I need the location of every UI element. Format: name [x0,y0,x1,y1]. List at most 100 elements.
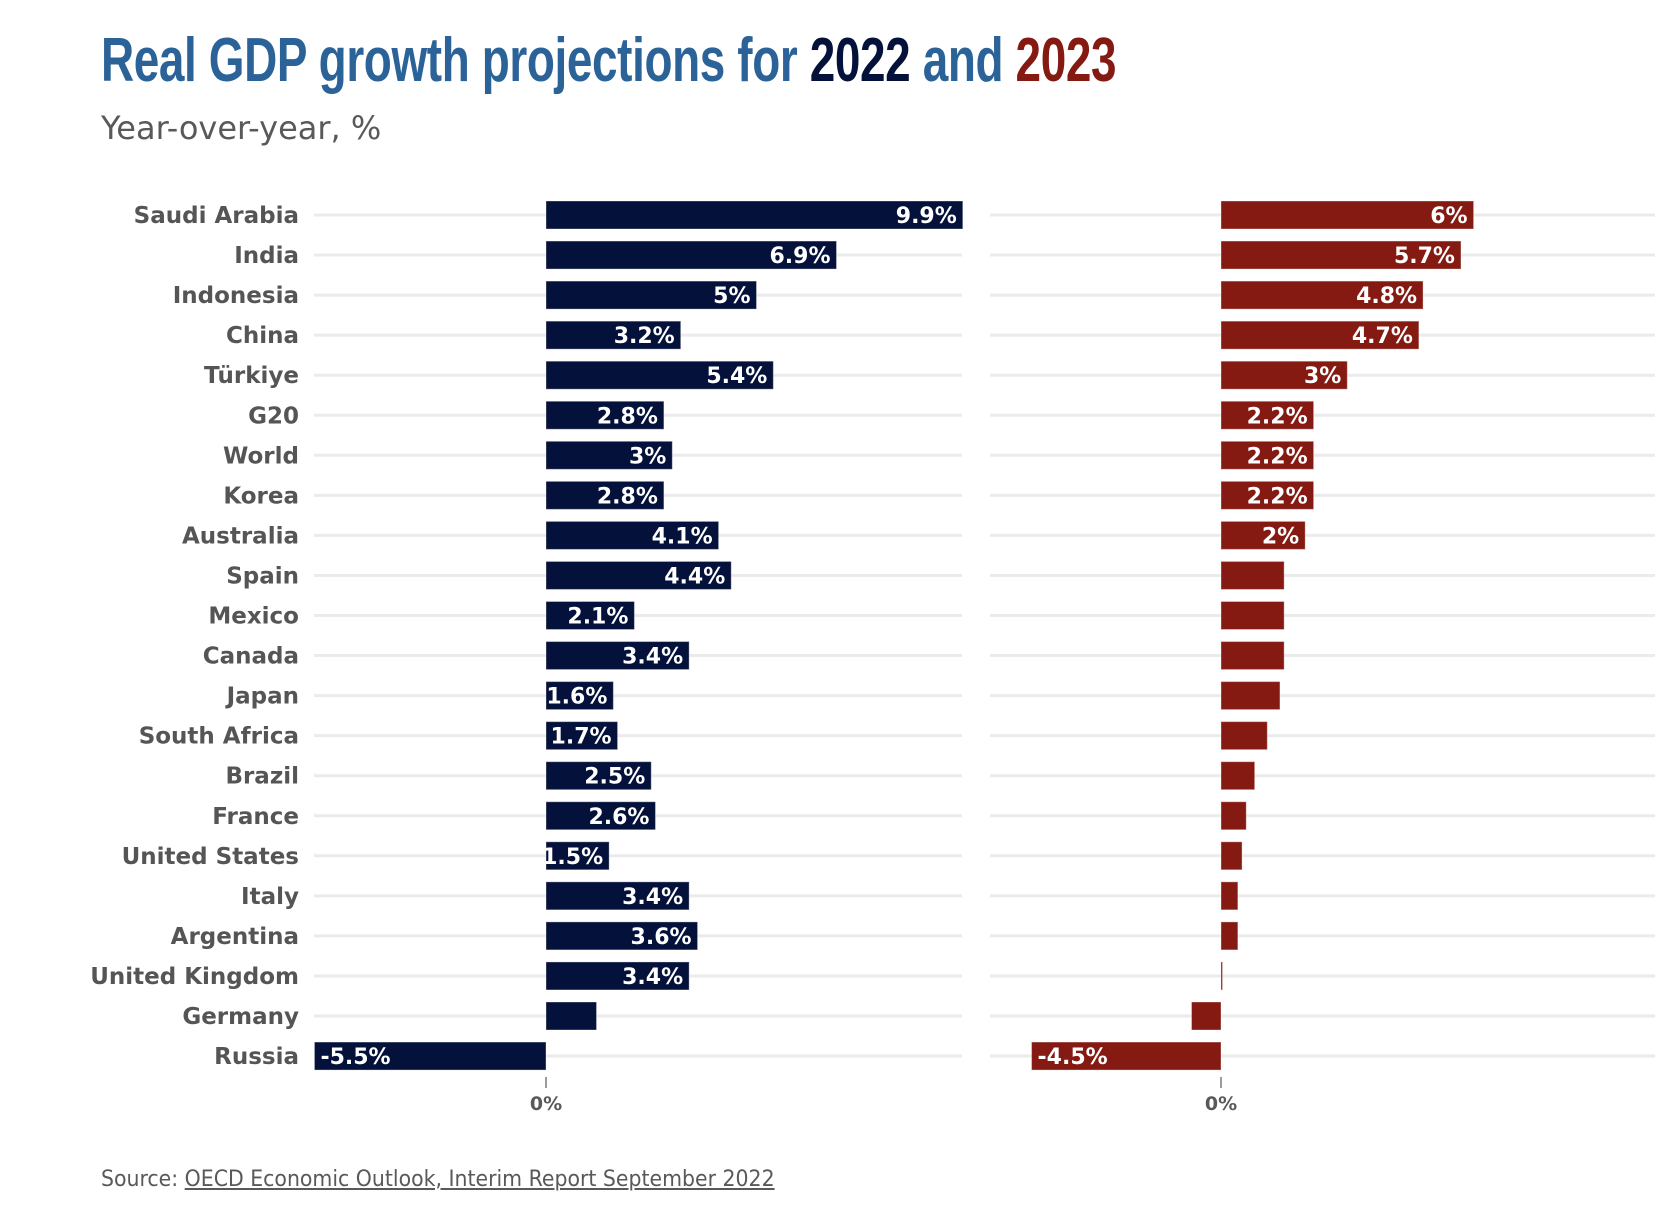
category-label: Spain [226,563,299,589]
data-label: 1.7% [551,725,612,750]
category-label: Brazil [225,764,299,790]
panel-2022: 9.9% 6.9% 5% 3.2% 5.4% 2.8% 3% 2.8% 4.1% 4.4% 2.1%… [313,200,964,1071]
bar-2022 [545,200,964,230]
data-label: 3.6% [631,925,692,950]
bar-2023 [1220,641,1285,671]
bar-2023 [1220,921,1239,951]
x-axis: 0% 0% [530,1077,1237,1115]
chart-title: Real GDP growth projections for 2022 and… [101,26,1117,96]
gridlines [314,213,1655,1058]
category-label: Canada [203,644,299,670]
category-label: France [212,804,299,830]
bar-2023 [1220,320,1420,350]
data-label: 4.4% [664,564,725,589]
category-label: Türkiye [204,363,299,389]
bar-2023 [1220,761,1256,791]
title-year-2023: 2023 [1015,26,1117,95]
source-prefix: Source: [101,1167,185,1192]
x-tick-label: 0% [1205,1093,1237,1115]
data-label: 2.2% [1247,444,1308,469]
data-label: -4.5% [1038,1045,1108,1070]
data-label: 2.8% [597,484,658,509]
bar-2022 [545,480,665,510]
data-label: 2.6% [588,805,649,830]
data-label: 3.4% [622,885,683,910]
bar-2023 [1220,560,1285,590]
category-label: United Kingdom [90,964,299,990]
category-label: South Africa [139,724,299,750]
bar-2023 [1220,881,1239,911]
bar-2023 [1220,360,1348,390]
bar-2022 [545,240,837,270]
bar-2022 [545,881,690,911]
bar-2022 [545,280,757,310]
title-year-2022: 2022 [809,26,911,95]
chart-subtitle: Year-over-year, % [101,109,382,147]
data-label: 2.8% [597,404,658,429]
data-label: 1.5% [542,845,603,870]
category-label: Indonesia [173,283,299,309]
bar-2022 [545,320,682,350]
bar-2022 [313,1041,547,1071]
bar-2022 [545,400,665,430]
category-labels: Saudi Arabia India Indonesia China Türkiye G2… [90,203,299,1070]
bar-2023 [1220,240,1462,270]
category-label: India [234,243,299,269]
source-link[interactable]: OECD Economic Outlook, Interim Report Se… [184,1167,775,1192]
bar-2023 [1031,1041,1222,1071]
category-label: Saudi Arabia [134,203,299,229]
data-label: 2.1% [567,605,628,630]
bar-2023 [1220,601,1285,630]
data-label: 4.7% [1352,324,1413,349]
bar-2023 [1220,681,1281,711]
category-label: World [223,443,299,469]
category-label: Germany [182,1004,299,1030]
bar-2022 [545,961,690,991]
data-label: 9.9% [896,204,957,229]
bar-2022 [545,560,732,590]
category-label: Argentina [171,924,299,950]
title-text: Real GDP growth projections for [101,26,810,95]
x-tick-label: 0% [530,1093,562,1115]
bar-2022 [545,641,690,671]
source-note: Source: OECD Economic Outlook, Interim R… [101,1166,775,1194]
bar-chart: Saudi Arabia India Indonesia China Türkiye G2… [90,200,1655,1115]
bar-2022 [545,761,652,791]
category-label: G20 [248,403,299,429]
bar-2023 [1191,1001,1222,1031]
data-label: 3.4% [622,965,683,990]
data-label: 5.4% [706,364,767,389]
bar-2023 [1220,721,1268,751]
bar-2022 [545,801,656,831]
data-label: 4.1% [652,524,713,549]
bar-2023 [1220,440,1315,470]
data-label: 1.6% [546,685,607,710]
data-label: 6.9% [769,244,830,269]
bar-2023 [1220,961,1223,991]
bar-2023 [1220,480,1315,510]
category-label: Italy [241,884,299,910]
data-label: 2.2% [1247,484,1308,509]
category-label: Russia [214,1044,299,1070]
bar-2023 [1220,280,1424,310]
data-label: 4.8% [1356,284,1417,309]
bar-2022 [545,520,720,550]
data-label: 5% [713,284,750,309]
category-label: Australia [182,523,299,549]
data-label: 6% [1430,204,1467,229]
bar-2022 [545,921,699,951]
bar-2023 [1220,200,1475,230]
data-label: 2% [1262,524,1299,549]
title-and: and [910,26,1016,95]
bar-2023 [1220,520,1306,550]
data-label: 3% [1304,364,1341,389]
category-label: Korea [223,483,299,509]
bar-2022 [545,841,610,871]
bar-2023 [1220,841,1243,871]
bar-2022 [545,681,614,711]
data-label: 3.2% [614,324,675,349]
category-label: China [226,323,299,349]
data-label: 3.4% [622,645,683,670]
category-label: United States [122,844,299,870]
category-label: Mexico [208,604,299,630]
